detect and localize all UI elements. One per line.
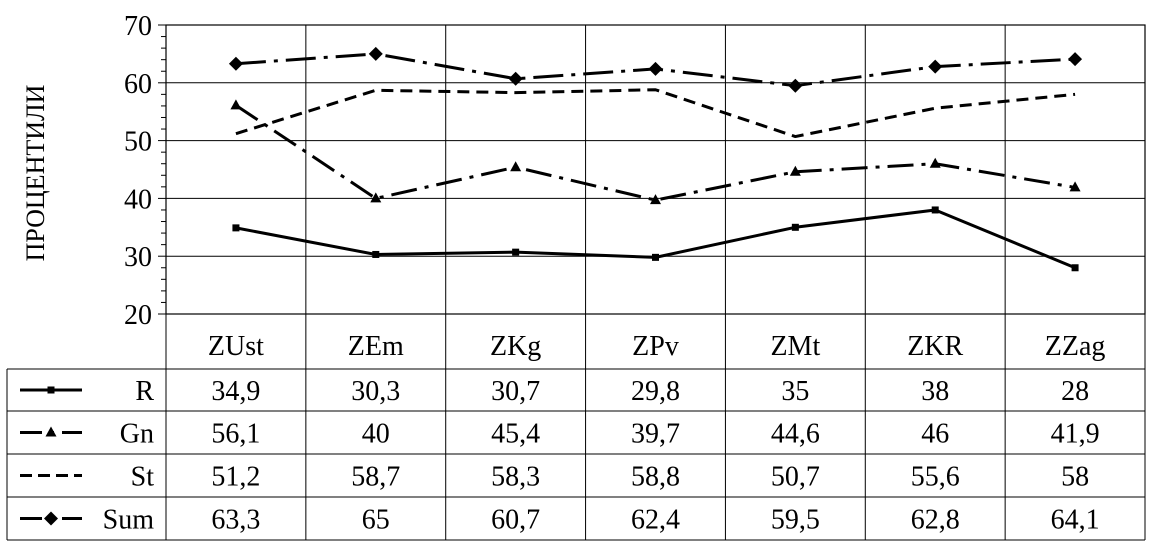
marker-Gn (370, 192, 381, 202)
data-label: 56,1 (211, 419, 260, 450)
marker-Gn (230, 99, 241, 109)
data-label: 30,3 (351, 376, 400, 407)
category-label-ZMt: ZMt (770, 331, 820, 362)
y-axis-title-group: ПРОЦЕНТИЛИ (21, 84, 50, 261)
series-R (232, 206, 1078, 271)
data-label: 30,7 (491, 376, 540, 407)
category-label-ZPv: ZPv (632, 331, 679, 362)
marker-Sum (44, 512, 58, 526)
series-line-Gn (236, 105, 1075, 200)
y-axis-ticks (158, 25, 166, 314)
table-row-Sum: Sum 63,3 65 60,7 62,4 59,5 62,8 64,1 (20, 505, 1100, 536)
category-label-ZZag: ZZag (1045, 331, 1106, 362)
data-label: 65 (362, 505, 390, 536)
data-label: 58,7 (351, 462, 400, 493)
marker-R (48, 387, 55, 394)
data-label: 38 (921, 376, 949, 407)
y-tick-label-50: 50 (124, 127, 152, 158)
marker-R (372, 251, 379, 258)
category-label-ZKR: ZKR (907, 331, 963, 362)
category-label-ZKg: ZKg (490, 331, 541, 362)
data-label: 41,9 (1051, 419, 1100, 450)
table-row-R: R 34,9 30,3 30,7 29,8 35 38 28 (20, 376, 1089, 407)
series-Sum (229, 47, 1082, 93)
y-tick-label-30: 30 (124, 242, 152, 273)
marker-Sum (928, 60, 942, 74)
data-label: 28 (1061, 376, 1089, 407)
table-row-St: St 51,2 58,7 58,3 58,8 50,7 55,6 58 (20, 462, 1089, 493)
marker-Gn (930, 158, 941, 168)
y-tick-label-70: 70 (124, 11, 152, 42)
marker-R (932, 206, 939, 213)
marker-R (652, 254, 659, 261)
marker-R (512, 249, 519, 256)
data-label: 58,8 (631, 462, 680, 493)
series-lines (229, 47, 1082, 271)
series-line-St (236, 90, 1075, 137)
data-label: 58,3 (491, 462, 540, 493)
data-label: 64,1 (1051, 505, 1100, 536)
table-row-Gn: Gn 56,1 40 45,4 39,7 44,6 46 41,9 (20, 419, 1100, 450)
marker-R (792, 224, 799, 231)
marker-Sum (369, 47, 383, 61)
legend-label-R: R (135, 376, 154, 407)
data-label: 51,2 (211, 462, 260, 493)
marker-Sum (788, 79, 802, 93)
data-label: 50,7 (771, 462, 820, 493)
y-axis-title: ПРОЦЕНТИЛИ (21, 84, 50, 261)
data-label: 60,7 (491, 505, 540, 536)
marker-Sum (1068, 52, 1082, 66)
data-label: 44,6 (771, 419, 820, 450)
data-label: 58 (1061, 462, 1089, 493)
marker-Sum (649, 62, 663, 76)
marker-Gn (510, 161, 521, 171)
data-label: 46 (921, 419, 949, 450)
y-tick-label-20: 20 (124, 300, 152, 331)
marker-Sum (229, 57, 243, 71)
data-label: 35 (781, 376, 809, 407)
series-St (236, 90, 1075, 137)
marker-Gn (46, 427, 57, 437)
data-label: 55,6 (911, 462, 960, 493)
data-label: 29,8 (631, 376, 680, 407)
y-axis-tick-labels: 20 30 40 50 60 70 (124, 11, 152, 331)
data-label: 63,3 (211, 505, 260, 536)
data-label: 62,8 (911, 505, 960, 536)
marker-Sum (509, 72, 523, 86)
marker-R (232, 224, 239, 231)
y-tick-label-40: 40 (124, 184, 152, 215)
marker-R (1072, 264, 1079, 271)
data-label: 45,4 (491, 419, 540, 450)
data-label: 34,9 (211, 376, 260, 407)
legend-label-Sum: Sum (103, 505, 155, 536)
data-label: 59,5 (771, 505, 820, 536)
data-table: ZUst ZEm ZKg ZPv ZMt ZKR ZZag R 34,9 30,3 30,7 29,8… (7, 314, 1145, 540)
legend-label-St: St (131, 462, 155, 493)
category-label-ZUst: ZUst (208, 331, 264, 362)
category-label-ZEm: ZEm (348, 331, 404, 362)
data-label: 40 (362, 419, 390, 450)
data-label: 62,4 (631, 505, 680, 536)
y-tick-label-60: 60 (124, 69, 152, 100)
legend-label-Gn: Gn (120, 419, 154, 450)
series-Gn (230, 99, 1080, 204)
data-label: 39,7 (631, 419, 680, 450)
